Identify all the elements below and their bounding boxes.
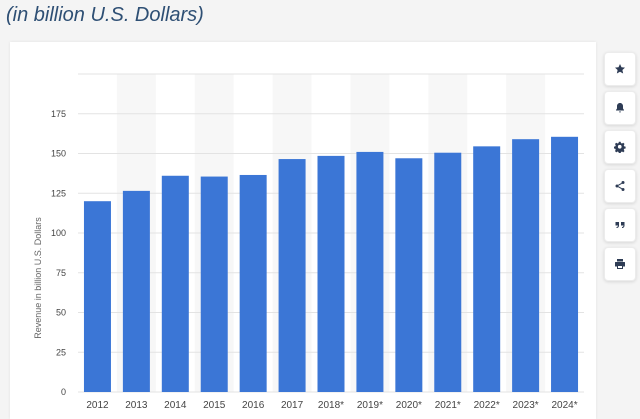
bar-chart: 0 25 50 75 100 125 150 175 2012 2013 2014 2015 2016… [51, 73, 584, 411]
x-tick-label: 2022* [474, 400, 500, 411]
x-tick-label: 2019* [357, 400, 383, 411]
x-tick-label: 2017 [281, 400, 304, 411]
y-tick-labels: 0 25 50 75 100 125 150 175 [51, 109, 66, 397]
y-tick-label: 75 [56, 268, 66, 278]
x-tick-label: 2023* [513, 400, 539, 411]
x-tick-label: 2014 [164, 400, 187, 411]
bar-2018[interactable] [317, 155, 345, 392]
x-tick-label: 2024* [551, 400, 577, 411]
bar-2022[interactable] [473, 146, 501, 392]
bar-2014[interactable] [161, 175, 189, 392]
notification-button[interactable] [604, 91, 636, 125]
x-tick-label: 2013 [125, 400, 148, 411]
bell-icon [616, 103, 624, 113]
bar-2020[interactable] [395, 158, 423, 392]
chart-toolbar [604, 52, 636, 281]
y-tick-label: 125 [51, 188, 66, 198]
print-icon [615, 259, 625, 269]
settings-button[interactable] [604, 130, 636, 164]
share-icon [615, 181, 625, 191]
cite-button[interactable] [604, 208, 636, 242]
chart-card: 0 25 50 75 100 125 150 175 2012 2013 2014 2015 2016… [10, 42, 596, 419]
x-tick-label: 2012 [86, 400, 109, 411]
y-tick-label: 50 [56, 308, 66, 318]
bar-2023[interactable] [512, 139, 540, 392]
page-subtitle: (in billion U.S. Dollars) [6, 4, 204, 26]
y-tick-label: 100 [51, 228, 66, 238]
y-tick-label: 175 [51, 109, 66, 119]
favorite-button[interactable] [604, 52, 636, 86]
bar-2017[interactable] [278, 159, 306, 392]
x-tick-label: 2021* [435, 400, 461, 411]
star-icon [615, 64, 625, 74]
x-tick-label: 2016 [242, 400, 265, 411]
bar-2019[interactable] [356, 151, 384, 392]
x-tick-label: 2018* [318, 400, 344, 411]
bar-2024[interactable] [551, 136, 579, 392]
bar-2021[interactable] [434, 152, 462, 392]
bar-2016[interactable] [239, 174, 267, 392]
y-tick-label: 150 [51, 149, 66, 159]
y-tick-label: 0 [61, 387, 66, 397]
x-tick-labels: 2012 2013 2014 2015 2016 2017 2018* 2019* 2020* 2… [86, 400, 577, 411]
bar-2015[interactable] [200, 176, 228, 392]
gear-icon [614, 141, 626, 153]
y-axis-title: Revenue in billion U.S. Dollars [33, 217, 43, 339]
y-tick-label: 25 [56, 347, 66, 357]
x-tick-label: 2015 [203, 400, 226, 411]
bars [83, 136, 579, 392]
bar-2012[interactable] [83, 201, 111, 392]
x-tick-label: 2020* [396, 400, 422, 411]
print-button[interactable] [604, 247, 636, 281]
bar-2013[interactable] [122, 190, 150, 392]
share-button[interactable] [604, 169, 636, 203]
quote-icon [615, 222, 625, 228]
